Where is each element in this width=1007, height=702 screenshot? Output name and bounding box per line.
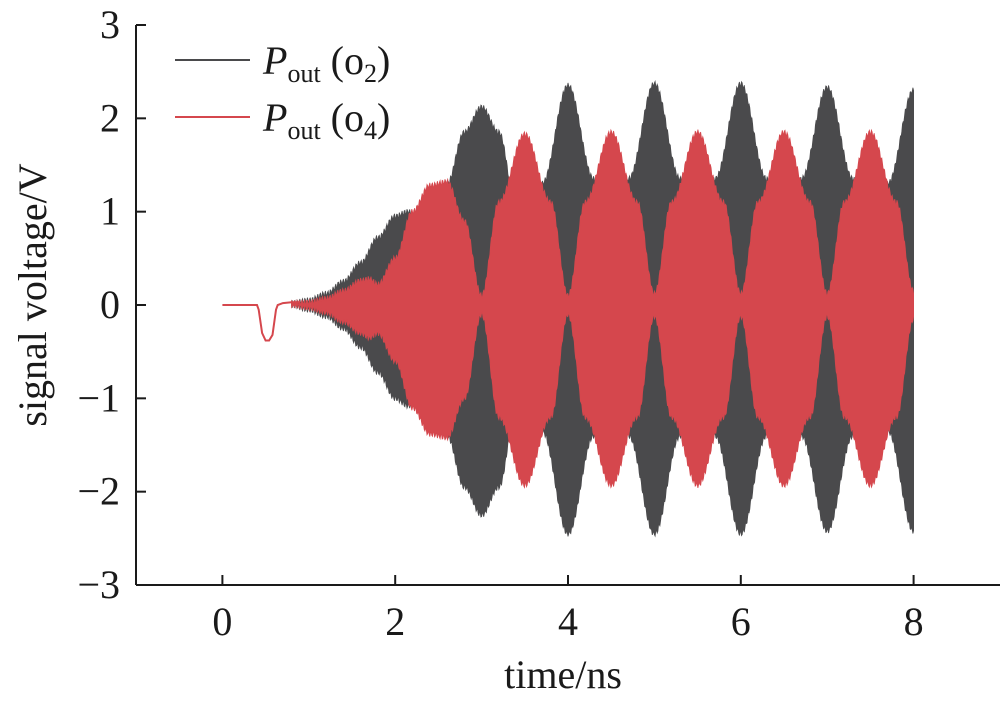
legend: Pout (o2) Pout (o4) xyxy=(175,38,390,145)
plot-area xyxy=(222,79,914,538)
axes: 3 2 1 0 −1 −2 −3 0 2 4 6 8 xyxy=(77,2,1000,644)
legend-label-2: Pout (o4) xyxy=(262,95,390,145)
x-axis-title: time/ns xyxy=(504,652,622,697)
x-tick-label: 0 xyxy=(212,599,232,644)
y-tick-label: −2 xyxy=(77,469,120,514)
legend-label-1: Pout (o2) xyxy=(262,38,390,88)
y-tick-label: 2 xyxy=(100,95,120,140)
y-tick-label: −1 xyxy=(77,375,120,420)
x-tick-label: 8 xyxy=(904,599,924,644)
x-tick-label: 4 xyxy=(558,599,578,644)
x-tick-label: 2 xyxy=(385,599,405,644)
y-tick-label: −3 xyxy=(77,562,120,607)
y-tick-label: 1 xyxy=(100,189,120,234)
x-tick-label: 6 xyxy=(731,599,751,644)
y-tick-label: 0 xyxy=(100,282,120,327)
x-ticks: 0 2 4 6 8 xyxy=(212,575,924,644)
series-2-pulse xyxy=(222,301,301,342)
series-2-band xyxy=(291,128,914,489)
y-ticks: 3 2 1 0 −1 −2 −3 xyxy=(77,2,146,607)
y-tick-label: 3 xyxy=(100,2,120,47)
y-axis-title: signal voltage/V xyxy=(10,163,55,426)
